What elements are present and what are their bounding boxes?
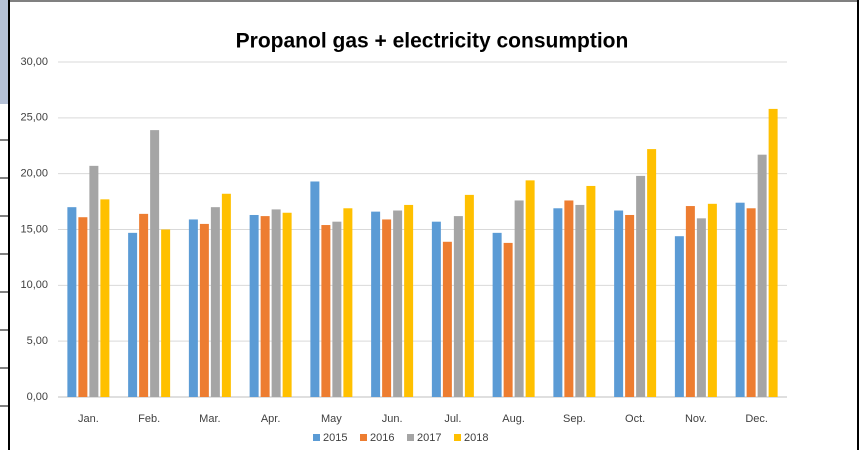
x-tick-label: Aug. (502, 413, 525, 425)
bar (150, 130, 160, 397)
bar (343, 208, 353, 397)
y-tick-label: 15,00 (20, 223, 48, 235)
legend-label: 2015 (323, 432, 347, 444)
bar (89, 165, 99, 397)
legend-swatch (407, 434, 414, 441)
bar (442, 241, 452, 397)
bar (78, 217, 88, 397)
bar (382, 219, 392, 397)
bar (746, 208, 756, 397)
bar (260, 216, 270, 397)
x-tick-label: Nov. (685, 413, 707, 425)
bar (161, 229, 171, 397)
x-tick-label: Jan. (78, 413, 99, 425)
bar (404, 204, 414, 397)
bar (139, 213, 149, 397)
y-tick-label: 30,00 (20, 56, 48, 68)
bar (67, 207, 77, 397)
bar (282, 212, 292, 397)
y-tick-label: 5,00 (27, 335, 48, 347)
bar (768, 108, 778, 398)
x-tick-label: Sep. (563, 413, 586, 425)
bar (271, 209, 281, 397)
bar (525, 180, 535, 397)
y-tick-label: 0,00 (27, 391, 48, 403)
bar (310, 181, 320, 397)
bar (757, 154, 767, 397)
bar (453, 216, 463, 397)
x-tick-label: Mar. (199, 413, 220, 425)
bar (735, 202, 745, 397)
bar (586, 185, 596, 397)
bar (614, 210, 624, 397)
x-tick-label: Feb. (138, 413, 160, 425)
bar (647, 149, 657, 397)
bar (575, 204, 585, 397)
bar (221, 193, 231, 397)
bar (636, 175, 646, 397)
side-ticks (0, 139, 9, 407)
y-tick-label: 20,00 (20, 168, 48, 180)
bar (188, 219, 198, 397)
bar (696, 218, 706, 397)
bar (128, 232, 138, 397)
bar (249, 214, 259, 397)
bar (199, 223, 209, 397)
bar (674, 236, 684, 397)
bar (431, 221, 441, 397)
bar (393, 210, 403, 397)
y-tick-label: 10,00 (20, 279, 48, 291)
bar (514, 200, 524, 397)
x-tick-label: Apr. (261, 413, 281, 425)
bar (100, 199, 110, 397)
legend-swatch (454, 434, 461, 441)
x-tick-label: Dec. (745, 413, 768, 425)
side-panel (0, 0, 10, 104)
bar (625, 214, 635, 397)
bar (210, 207, 220, 397)
bar (553, 208, 563, 397)
x-tick-label: Oct. (625, 413, 645, 425)
bar (321, 225, 331, 397)
x-tick-label: May (321, 413, 342, 425)
bar (707, 203, 717, 397)
x-tick-label: Jul. (444, 413, 461, 425)
bar (685, 206, 695, 397)
bar (464, 194, 474, 397)
y-tick-label: 25,00 (20, 112, 48, 124)
chart-title: Propanol gas + electricity consumption (236, 30, 629, 53)
x-tick-label: Jun. (382, 413, 403, 425)
legend-label: 2018 (464, 432, 488, 444)
bar (503, 242, 513, 397)
bar (564, 200, 574, 397)
legend-label: 2017 (417, 432, 441, 444)
legend-label: 2016 (370, 432, 394, 444)
bar (371, 211, 381, 397)
legend-swatch (313, 434, 320, 441)
bar (332, 221, 342, 397)
bar (492, 232, 502, 397)
legend-swatch (360, 434, 367, 441)
